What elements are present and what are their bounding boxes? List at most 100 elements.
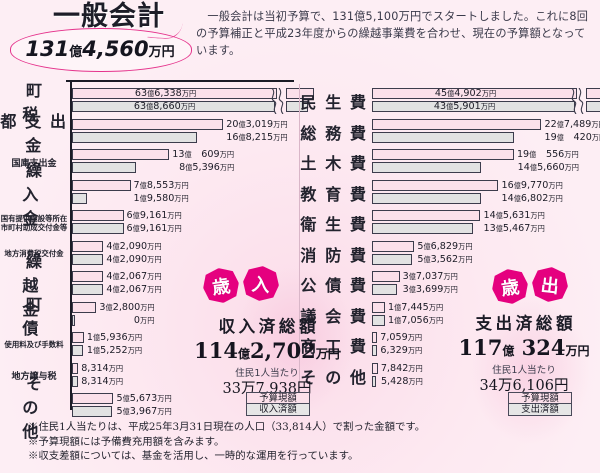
- value-actual: 5,428万円: [380, 375, 423, 387]
- bar-actual: [72, 345, 84, 356]
- category-label: 使用料及び手数料: [4, 340, 64, 350]
- expenditure-total-unit-manen: 万円: [565, 344, 590, 358]
- header: 一般会計 131億4,560万円 一般会計は当初予算で、131億5,100万円で…: [0, 0, 600, 76]
- value-budget: 19億 556万円: [516, 149, 579, 160]
- revenue-total-num2: 2,702: [250, 338, 316, 363]
- oval-unit-manen: 万円: [148, 45, 175, 60]
- bar-actual: [72, 162, 136, 173]
- bar-budget: [372, 210, 481, 221]
- revenue-total-num: 114: [194, 338, 239, 363]
- category-label: 繰 入 金: [22, 160, 73, 228]
- expenditure-total-num: 117: [458, 335, 503, 360]
- category-label: 国有提供施設等所在 市町村助成交付金等: [0, 213, 68, 233]
- bar-budget: [72, 149, 170, 160]
- value-actual: 0万円: [133, 314, 155, 326]
- value-actual: 6億9,161万円: [126, 223, 182, 234]
- footnote-line: ※住民1人当たりは、平成25年3月31日現在の人口（33,814人）で割った金額…: [28, 421, 426, 433]
- value-budget: 5億6,829万円: [417, 240, 473, 252]
- category-label: 民 生 費: [300, 93, 368, 112]
- expenditure-total-unit-oku: 億: [502, 344, 515, 358]
- bar-actual: [372, 192, 482, 204]
- bar-actual: [72, 223, 124, 234]
- bar-actual-continuation: [586, 101, 600, 112]
- intro-text: 一般会計は当初予算で、131億5,100万円でスタートしました。これに8回の予算…: [196, 10, 589, 57]
- category-label: 土 木 費: [300, 154, 368, 173]
- footnote-line: ※収支差額については、基金を活用し、一時的な運用を行っています。: [28, 450, 359, 463]
- value-actual: 6,329万円: [380, 345, 423, 356]
- bar-actual: [72, 192, 87, 204]
- value-actual: 63億8,660万円: [133, 101, 196, 112]
- revenue-total-unit-oku: 億: [238, 347, 251, 361]
- value-actual: 1億5,252万円: [86, 345, 143, 356]
- bar-actual: [72, 314, 75, 326]
- revenue-panel: 町 税 63億6,338万円 63億8,660万円都 支 出 金 20億3,019万円…: [0, 80, 314, 441]
- bar-budget: [372, 240, 415, 252]
- bar-budget: [72, 301, 97, 313]
- bar-actual: [372, 131, 514, 143]
- expenditure-totals: 支出済総額 117億 324万円 住民1人当たり 34万6,106円: [434, 313, 600, 396]
- bar-budget: [72, 179, 131, 191]
- value-actual: 4億2,067万円: [106, 284, 162, 295]
- revenue-axis: [70, 80, 72, 410]
- value-budget: 5億5,673万円: [116, 393, 172, 404]
- category-label: そ の 他: [300, 367, 368, 387]
- category-label: そ の 他: [22, 374, 73, 441]
- revenue-legend-actual: 収入済額: [246, 404, 310, 416]
- bar-actual: [372, 314, 385, 326]
- footnote-line: ※予算現額には予備費充用額を含みます。: [28, 435, 225, 448]
- value-budget: 4億2,090万円: [106, 240, 162, 252]
- value-actual: 16億8,215万円: [226, 131, 288, 143]
- total-budget-amount: 131億4,560万円: [10, 34, 190, 68]
- category-label: 商 工 費: [300, 337, 368, 356]
- revenue-total-unit-manen: 万円: [315, 347, 340, 361]
- value-budget: 45億4,902万円: [434, 88, 497, 99]
- bar-budget: [372, 88, 577, 99]
- bar-actual: [72, 284, 104, 295]
- bar-actual: [72, 375, 79, 387]
- value-budget: 7,059万円: [380, 332, 423, 343]
- value-actual: 14億5,660万円: [517, 162, 579, 173]
- value-budget: 20億3,019万円: [226, 118, 288, 130]
- value-actual: 4億2,090万円: [106, 253, 162, 265]
- bar-budget-continuation: [586, 88, 600, 99]
- bar-actual: [372, 345, 377, 356]
- bar-actual: [372, 284, 398, 295]
- bar-actual: [72, 253, 104, 265]
- value-budget: 16億9,770万円: [501, 179, 563, 191]
- bar-budget: [72, 240, 104, 252]
- bar-actual: [372, 162, 481, 173]
- value-actual: 1億9,580万円: [133, 192, 189, 204]
- value-actual: 43億5,901万円: [433, 101, 496, 112]
- value-actual: 13億5,467万円: [483, 223, 545, 234]
- bar-actual: [72, 131, 198, 143]
- value-actual: 1億7,056万円: [387, 314, 444, 326]
- expenditure-total-num2: 324: [521, 335, 566, 360]
- bar-budget: [372, 149, 514, 160]
- value-budget: 14億5,631万円: [483, 210, 545, 221]
- category-label: 地方譲与税: [11, 372, 57, 382]
- bar-budget: [372, 271, 400, 282]
- category-label: 繰 越 金: [22, 252, 73, 319]
- category-label: 教 育 費: [300, 184, 368, 204]
- bar-budget-continuation: [286, 88, 314, 99]
- bar-actual: [372, 375, 377, 387]
- category-label: 町 債: [22, 294, 111, 338]
- category-label: 公 債 費: [300, 276, 368, 295]
- value-budget: 7,842万円: [380, 362, 423, 374]
- expenditure-total-label: 支出済総額: [475, 314, 577, 333]
- revenue-percapita-label: 住民1人当たり: [235, 368, 299, 379]
- value-budget: 7億8,553万円: [133, 179, 189, 191]
- value-actual: 5億3,967万円: [116, 406, 172, 417]
- category-label: 議 会 費: [300, 306, 368, 326]
- category-label: 消 防 費: [300, 245, 368, 265]
- total-oval: [10, 28, 192, 72]
- bar-actual: [372, 223, 473, 234]
- category-label: 地方消費税交付金: [4, 248, 64, 258]
- bar-budget: [372, 332, 378, 343]
- bar-budget: [372, 179, 499, 191]
- page-title: 一般会計: [53, 1, 165, 32]
- revenue-legend-budget: 予算現額: [246, 392, 310, 404]
- revenue-top-rule: [66, 80, 294, 82]
- value-budget: 8,314万円: [81, 362, 124, 374]
